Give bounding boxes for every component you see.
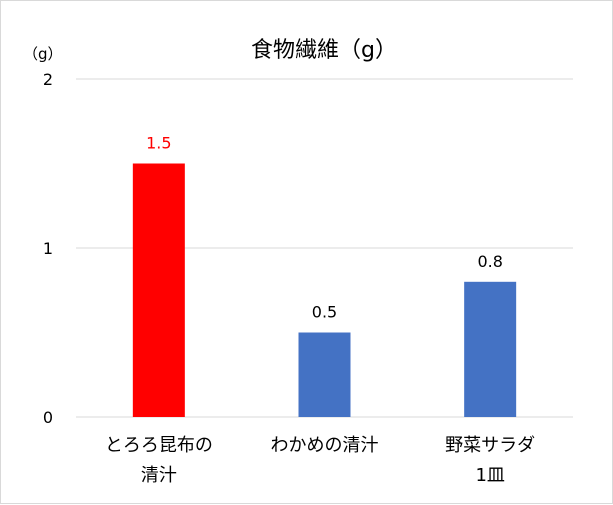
- x-tick-label-line: とろろ昆布の: [105, 435, 213, 456]
- x-tick-label-3: 野菜サラダ 1皿: [445, 435, 535, 486]
- x-tick-label-line: わかめの清汁: [271, 435, 379, 456]
- x-tick-label-1: とろろ昆布の清汁: [105, 435, 213, 486]
- bar-2: [298, 332, 351, 417]
- bars: [132, 163, 517, 417]
- y-tick-label: 0: [43, 408, 53, 427]
- x-tick-label-line: 1皿: [475, 465, 504, 486]
- y-tick-label: 1: [43, 239, 53, 258]
- data-label-3: 0.8: [477, 252, 502, 271]
- bar-3: [464, 281, 517, 417]
- data-label-2: 0.5: [312, 303, 337, 322]
- data-labels: 1.5 0.5 0.8: [146, 134, 503, 322]
- y-axis-ticks: 0 1 2: [43, 70, 53, 427]
- x-axis-ticks: とろろ昆布の清汁 わかめの清汁 野菜サラダ 1皿: [105, 435, 535, 486]
- x-tick-label-2: わかめの清汁: [271, 435, 379, 456]
- y-tick-label: 2: [43, 70, 53, 89]
- x-tick-label-line: 野菜サラダ: [445, 435, 535, 456]
- data-label-1: 1.5: [146, 134, 171, 153]
- bar-1: [132, 163, 185, 417]
- y-axis-unit-label: （g）: [23, 45, 63, 63]
- chart-title: 食物繊維（g）: [251, 38, 397, 63]
- x-tick-label-line: 清汁: [141, 465, 177, 486]
